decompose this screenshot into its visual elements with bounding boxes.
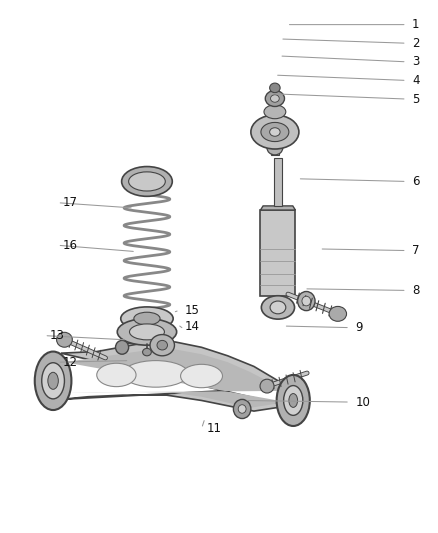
Ellipse shape [116, 341, 129, 354]
Text: 12: 12 [63, 356, 78, 369]
Text: 8: 8 [412, 284, 419, 297]
Ellipse shape [270, 83, 280, 93]
Ellipse shape [270, 128, 280, 136]
Ellipse shape [35, 352, 71, 410]
Text: 14: 14 [185, 320, 200, 333]
Text: 9: 9 [355, 321, 363, 334]
Ellipse shape [57, 332, 72, 347]
Ellipse shape [143, 349, 151, 356]
Text: 6: 6 [412, 175, 420, 188]
Ellipse shape [261, 296, 294, 319]
Text: 5: 5 [412, 93, 419, 106]
Ellipse shape [265, 91, 285, 107]
Ellipse shape [117, 319, 177, 345]
Ellipse shape [284, 385, 303, 415]
Polygon shape [121, 337, 173, 344]
Ellipse shape [277, 375, 310, 426]
Ellipse shape [264, 105, 286, 119]
Ellipse shape [134, 312, 160, 325]
Ellipse shape [329, 306, 346, 321]
Ellipse shape [271, 95, 279, 102]
Ellipse shape [123, 361, 188, 387]
Polygon shape [261, 206, 295, 210]
Text: 1: 1 [412, 18, 420, 31]
Ellipse shape [289, 393, 297, 407]
Ellipse shape [261, 123, 289, 142]
Ellipse shape [122, 166, 172, 196]
Text: 15: 15 [185, 304, 200, 317]
Ellipse shape [233, 399, 251, 418]
Text: 2: 2 [412, 37, 420, 50]
Polygon shape [261, 210, 295, 296]
Text: 13: 13 [49, 329, 64, 342]
Text: 17: 17 [63, 196, 78, 209]
Text: 7: 7 [412, 244, 420, 257]
Polygon shape [64, 350, 287, 408]
Ellipse shape [267, 141, 283, 155]
Ellipse shape [42, 363, 64, 399]
Polygon shape [61, 342, 289, 411]
Bar [274, 158, 282, 206]
Ellipse shape [97, 364, 136, 386]
Ellipse shape [121, 307, 173, 330]
Ellipse shape [260, 379, 274, 393]
Ellipse shape [270, 301, 286, 314]
Ellipse shape [129, 172, 165, 191]
Ellipse shape [157, 341, 167, 350]
Ellipse shape [302, 296, 311, 306]
Text: 16: 16 [63, 239, 78, 252]
Text: 11: 11 [207, 422, 222, 435]
Ellipse shape [150, 335, 174, 356]
Text: 3: 3 [412, 55, 419, 68]
Ellipse shape [297, 292, 315, 311]
Bar [271, 142, 279, 155]
Ellipse shape [238, 405, 246, 413]
Ellipse shape [48, 372, 58, 389]
Ellipse shape [251, 115, 299, 149]
Ellipse shape [180, 365, 223, 387]
Ellipse shape [130, 324, 164, 340]
Text: 4: 4 [412, 74, 420, 87]
Text: 10: 10 [355, 395, 370, 409]
